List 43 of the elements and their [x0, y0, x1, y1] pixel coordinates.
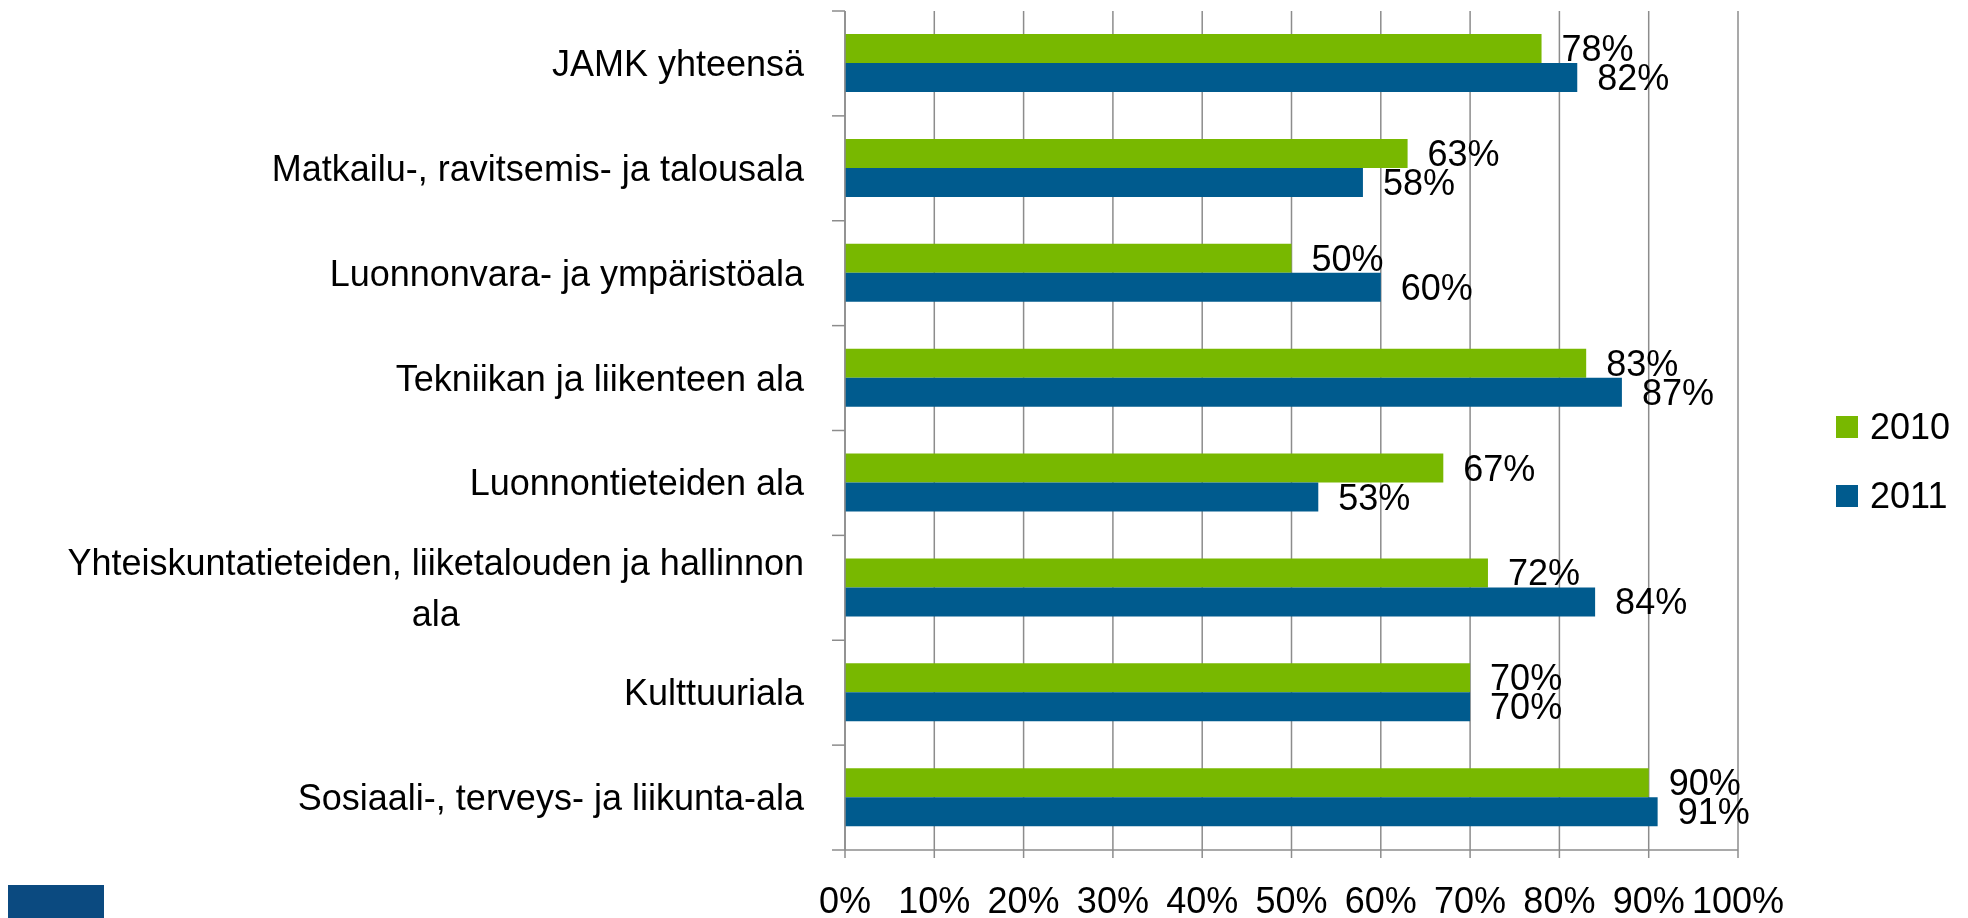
- x-tick-label: 30%: [1076, 879, 1149, 918]
- y-tick-label: Tekniikan ja liikenteen ala: [395, 357, 805, 399]
- bar: [845, 663, 1471, 693]
- bar: [845, 348, 1587, 378]
- y-tick-label: Sosiaali-, terveys- ja liikunta-ala: [297, 777, 805, 819]
- bar: [845, 272, 1381, 302]
- legend-label: 2011: [1870, 474, 1948, 516]
- y-tick-label: Yhteiskuntatieteiden, liiketalouden ja hallinnon ala: [67, 541, 804, 634]
- data-label: 60%: [1400, 266, 1473, 308]
- bar: [845, 797, 1658, 827]
- x-tick-label: 0%: [818, 879, 872, 918]
- x-tick-label: 70%: [1434, 879, 1507, 918]
- y-tick-label: Matkailu-, ravitsemis- ja talousala: [271, 147, 805, 189]
- bar: [845, 138, 1408, 168]
- legend-label: 2010: [1870, 405, 1951, 447]
- data-label: 50%: [1311, 237, 1384, 279]
- bar: [845, 63, 1578, 93]
- bar: [845, 34, 1542, 64]
- y-tick-label: Kulttuuriala: [623, 672, 805, 714]
- bar: [845, 768, 1649, 798]
- y-tick-label: Luonnontieteiden ala: [469, 462, 805, 504]
- bar: [845, 587, 1596, 617]
- x-tick-label: 20%: [987, 879, 1060, 918]
- data-label: 84%: [1615, 581, 1688, 623]
- bar: [845, 243, 1292, 273]
- data-label: 72%: [1507, 552, 1581, 594]
- data-label: 53%: [1338, 476, 1411, 518]
- x-tick-label: 100%: [1691, 879, 1785, 918]
- x-tick-label: 10%: [898, 879, 971, 918]
- y-tick-label: JAMK yhteensä: [551, 42, 805, 84]
- bar: [845, 692, 1471, 722]
- x-tick-label: 40%: [1166, 879, 1239, 918]
- x-tick-label: 90%: [1612, 879, 1685, 918]
- x-tick-label: 50%: [1255, 879, 1328, 918]
- bar: [845, 558, 1488, 588]
- bar: [845, 377, 1622, 407]
- y-tick-label: Luonnonvara- ja ympäristöala: [329, 252, 805, 294]
- bar: [845, 167, 1363, 197]
- x-tick-label: 80%: [1523, 879, 1596, 918]
- bar: [845, 453, 1444, 483]
- bar: [845, 482, 1319, 512]
- x-tick-label: 60%: [1344, 879, 1417, 918]
- data-label: 67%: [1463, 447, 1536, 489]
